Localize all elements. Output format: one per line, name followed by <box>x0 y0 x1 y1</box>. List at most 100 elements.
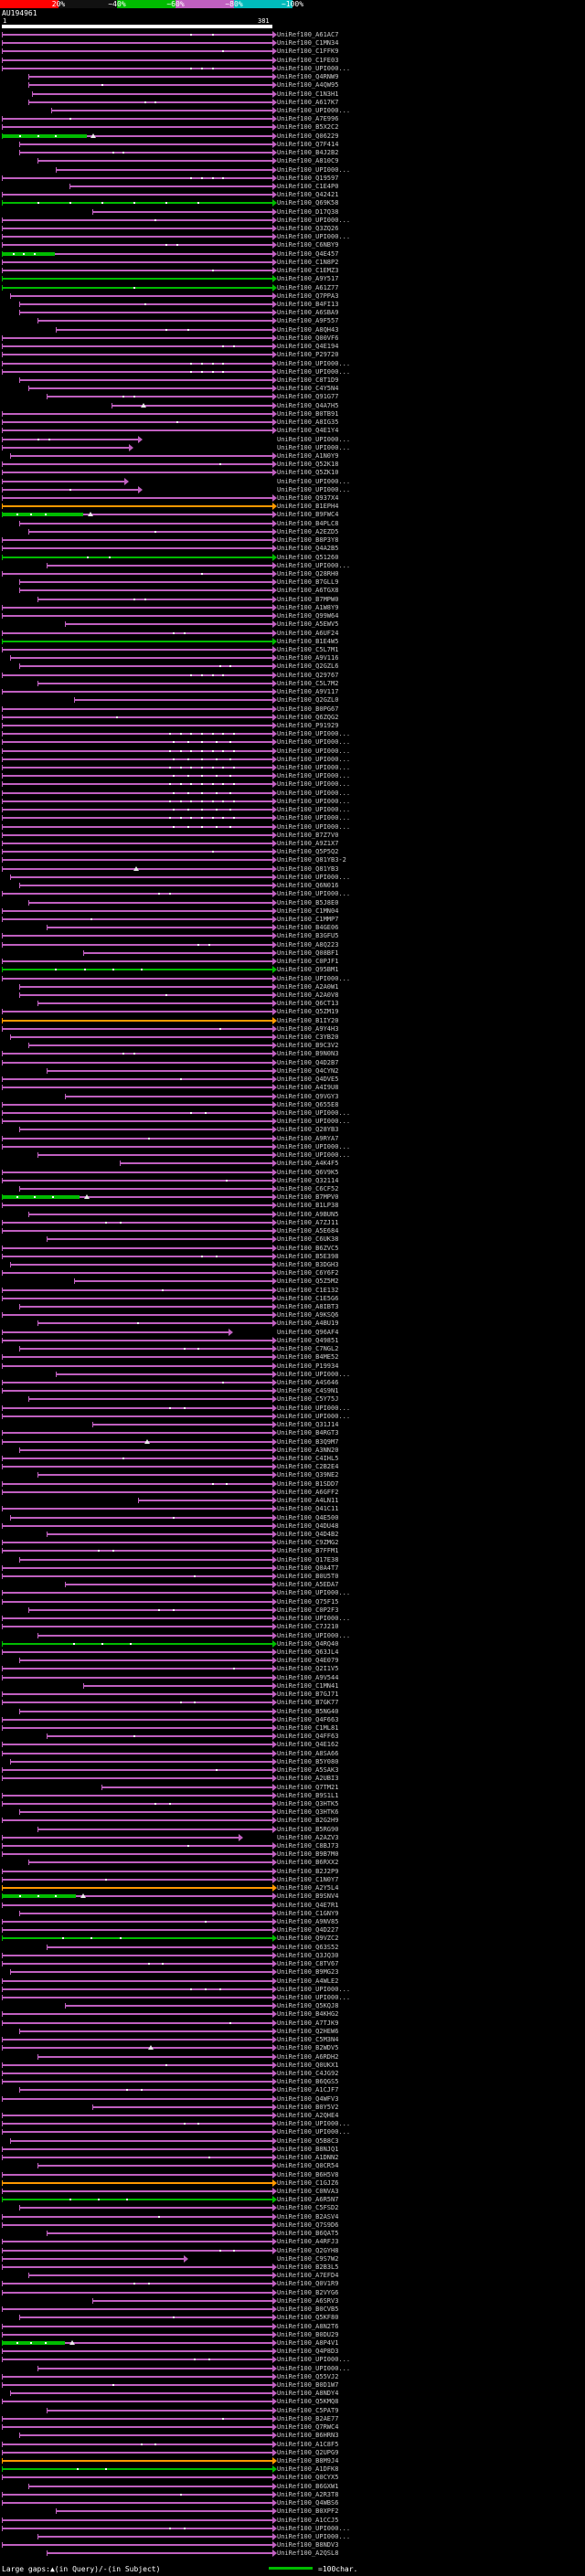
start-tick <box>2 2045 3 2051</box>
start-tick <box>2 2517 3 2523</box>
alignment-bar <box>37 2367 272 2369</box>
start-tick <box>2 226 3 232</box>
query-bar <box>2 25 272 28</box>
hit-label: UniRef100_Q4E079 <box>277 1657 339 1665</box>
start-tick <box>2 630 3 636</box>
alignment-bar <box>2 1204 272 1207</box>
alignment-bar <box>2 1490 272 1493</box>
mismatch-dot <box>172 809 175 811</box>
arrow-head-icon <box>272 132 277 140</box>
hit-label: UniRef100_Q81YB3 <box>277 864 339 873</box>
start-tick <box>2 1337 3 1343</box>
arrow-head-icon <box>272 2069 277 2077</box>
alignment-row: UniRef100_A4RFJ3 <box>0 2237 585 2246</box>
hit-label: UniRef100_B1EPH4 <box>277 503 339 511</box>
alignment-bar <box>2 909 272 912</box>
arrow-head-icon <box>272 1606 277 1614</box>
arrow-head-icon <box>272 2330 277 2338</box>
mismatch-dot <box>211 767 214 769</box>
start-tick <box>2 2281 3 2287</box>
hit-label: UniRef100_Q3JQ30 <box>277 1951 339 1959</box>
alignment-row: UniRef100_UPI000... <box>0 974 585 982</box>
arrow-head-icon <box>272 1454 277 1462</box>
hit-label: UniRef100_A2A0V8 <box>277 991 339 999</box>
mismatch-dot <box>133 202 136 205</box>
key-segment <box>117 0 176 8</box>
mismatch-dot <box>101 84 104 87</box>
alignment-bar <box>2 2173 272 2176</box>
arrow-head-icon <box>272 1008 277 1016</box>
alignment-row: UniRef100_B6ZVC5 <box>0 1244 585 1252</box>
arrow-head-icon <box>272 140 277 148</box>
start-tick <box>2 1118 3 1125</box>
alignment-row: UniRef100_Q0CYX5 <box>0 2473 585 2482</box>
mismatch-dot <box>201 370 204 373</box>
alignment-row: UniRef100_UPI000... <box>0 729 585 738</box>
alignment-row: UniRef100_Q4FF63 <box>0 1732 585 1741</box>
start-tick <box>2 756 3 762</box>
alignment-row: UniRef100_A5EWV5 <box>0 620 585 629</box>
alignment-bar <box>2 2502 272 2505</box>
alignment-row: UniRef100_C5Y75J <box>0 1394 585 1404</box>
mismatch-dot <box>98 2199 101 2201</box>
alignment-bar <box>2 2468 272 2471</box>
alignment-row: UniRef100_UPI000... <box>0 2355 585 2364</box>
hit-label: UniRef100_A8NDY4 <box>277 2390 339 2398</box>
arrow-head-icon <box>272 2170 277 2178</box>
alignment-row: UniRef100_C1N8P2 <box>0 258 585 266</box>
arrow-head-icon <box>272 2246 277 2254</box>
start-tick <box>2 2323 3 2329</box>
alignment-row: UniRef100_Q42421 <box>0 190 585 199</box>
hit-label: UniRef100_Q29767 <box>277 671 339 679</box>
hit-label: UniRef100_Q5P5Q2 <box>277 848 339 856</box>
alignment-row: UniRef100_A1N0Y9 <box>0 451 585 460</box>
alignment-row: UniRef100_Q29767 <box>0 671 585 679</box>
alignment-row: UniRef100_UPI000... <box>0 216 585 224</box>
hit-label: UniRef100_UPI000... <box>277 755 351 763</box>
alignment-row: UniRef100_C1E4P0 <box>0 182 585 190</box>
hit-label: UniRef100_C5Y75J <box>277 1395 339 1404</box>
hit-label: UniRef100_C1MN41 <box>277 1681 339 1690</box>
mismatch-dot <box>76 2468 79 2471</box>
alignment-row: UniRef100_UPI000... <box>0 747 585 755</box>
alignment-row: UniRef100_UPI000... <box>0 763 585 772</box>
start-tick <box>56 326 58 333</box>
alignment-row: UniRef100_Q2GZL6 <box>0 662 585 671</box>
alignment-row: UniRef100_A2R3T8 <box>0 2490 585 2498</box>
arrow-head-icon <box>272 1210 277 1218</box>
start-tick <box>2 470 3 476</box>
alignment-row: UniRef100_Q2GZL0 <box>0 695 585 705</box>
alignment-row: UniRef100_Q4E079 <box>0 1656 585 1665</box>
alignment-bar <box>2 1390 272 1393</box>
hit-label: UniRef100_A8Q223 <box>277 940 339 949</box>
gap-triangle-icon <box>80 1893 86 1899</box>
mismatch-dot <box>154 2443 157 2445</box>
hit-label: UniRef100_Q0V1R9 <box>277 2280 339 2288</box>
mismatch-dot <box>211 733 214 736</box>
alignment-row: UniRef100_C1MN34 <box>0 38 585 48</box>
arrow-head-icon <box>272 1783 277 1791</box>
alignment-row: UniRef100_B9N0N3 <box>0 1049 585 1058</box>
arrow-head-icon <box>272 317 277 325</box>
mismatch-dot <box>169 893 172 896</box>
hit-label: UniRef100_A8IBT3 <box>277 1303 339 1311</box>
hit-label: UniRef100_UPI000... <box>277 106 351 114</box>
arrow-head-icon <box>272 2288 277 2296</box>
alignment-row: UniRef100_B1EPH4 <box>0 502 585 511</box>
mismatch-dot <box>186 1845 189 1848</box>
alignment-row: UniRef100_Q4WBS6 <box>0 2498 585 2507</box>
alignment-row: UniRef100_B4FI13 <box>0 300 585 308</box>
start-tick <box>2 1986 3 1992</box>
key-segment <box>58 0 117 8</box>
hit-label: UniRef100_B7GJ71 <box>277 1691 339 1699</box>
alignment-bar <box>27 530 272 533</box>
hit-label: UniRef100_A1DNN2 <box>277 2154 339 2162</box>
hit-label: UniRef100_UPI000... <box>277 780 351 789</box>
hit-label: UniRef100_B4RGT3 <box>277 1429 339 1437</box>
alignment-row: UniRef100_B5NG40 <box>0 1707 585 1715</box>
arrow-head-icon <box>272 1471 277 1479</box>
mismatch-dot <box>197 202 200 205</box>
hit-label: UniRef100_UPI000... <box>277 1412 351 1420</box>
mismatch-dot <box>190 749 193 752</box>
mismatch-dot <box>218 463 221 466</box>
